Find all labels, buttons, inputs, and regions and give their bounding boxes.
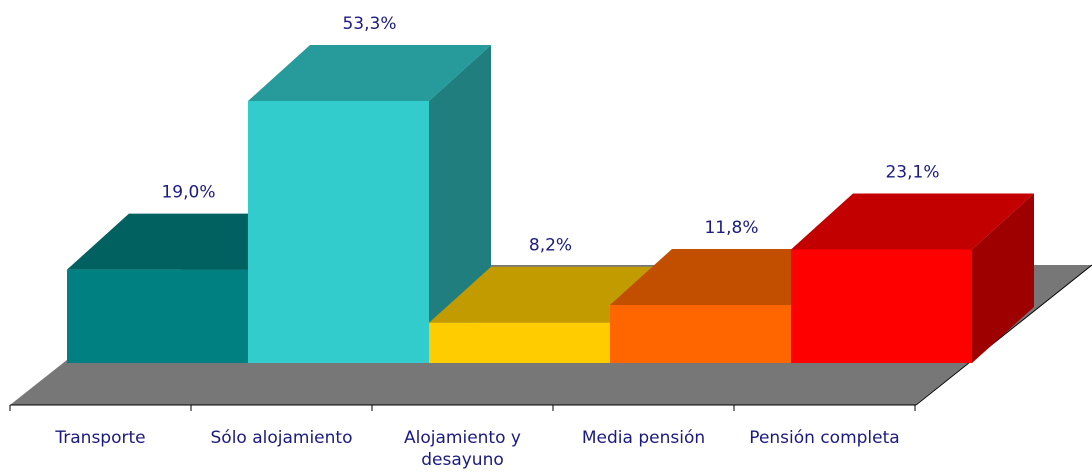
x-tick-label: Alojamiento y desayuno — [404, 428, 521, 470]
value-label: 53,3% — [342, 14, 396, 34]
x-axis-depth — [915, 264, 1092, 406]
value-label: 19,0% — [161, 183, 215, 203]
bar — [67, 269, 248, 363]
value-label: 23,1% — [885, 162, 939, 182]
x-tick-label: Media pensión — [581, 428, 706, 448]
bar — [791, 249, 972, 363]
bar — [429, 322, 610, 363]
x-tick-label: Transporte — [55, 428, 146, 448]
bar-side — [972, 193, 1034, 363]
value-label: 11,8% — [704, 218, 758, 238]
bar-top — [248, 45, 491, 101]
bar — [248, 101, 429, 363]
bar — [610, 304, 791, 363]
x-tick-label: Pensión completa — [749, 428, 900, 448]
x-tick-label: Sólo alojamiento — [210, 428, 353, 448]
bar-top — [791, 193, 1034, 250]
value-label: 8,2% — [529, 236, 572, 256]
